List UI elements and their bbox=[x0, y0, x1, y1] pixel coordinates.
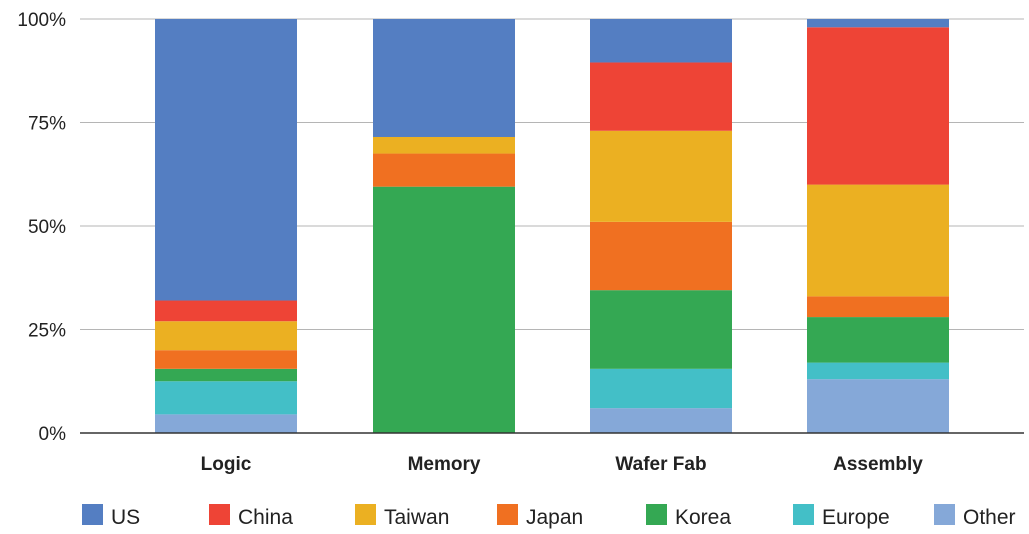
bar-stack-wafer-fab bbox=[590, 19, 732, 433]
bar-segment-wafer-fab-china bbox=[590, 62, 732, 131]
bar-segment-memory-us bbox=[373, 19, 515, 137]
x-tick-label: Memory bbox=[408, 454, 481, 475]
legend-label: Korea bbox=[675, 506, 731, 529]
bar-stack-memory bbox=[373, 19, 515, 433]
legend-swatch bbox=[793, 504, 814, 525]
bar-segment-wafer-fab-us bbox=[590, 19, 732, 63]
bar-segment-assembly-china bbox=[807, 27, 949, 185]
bar-segment-logic-taiwan bbox=[155, 321, 297, 351]
legend-swatch bbox=[934, 504, 955, 525]
bar-segment-logic-japan bbox=[155, 350, 297, 369]
legend-label: Europe bbox=[822, 506, 890, 529]
bar-segment-memory-taiwan bbox=[373, 136, 515, 154]
y-tick-label: 100% bbox=[17, 10, 66, 31]
legend-label: Other bbox=[963, 506, 1016, 529]
bar-segment-wafer-fab-taiwan bbox=[590, 130, 732, 222]
bar-segment-wafer-fab-europe bbox=[590, 368, 732, 409]
bar-segment-logic-korea bbox=[155, 368, 297, 382]
bar-segment-logic-us bbox=[155, 19, 297, 301]
legend-label: Japan bbox=[526, 506, 583, 529]
legend-item-korea: Korea bbox=[646, 504, 731, 529]
bar-segment-logic-china bbox=[155, 300, 297, 322]
bar-segment-logic-europe bbox=[155, 381, 297, 415]
legend-item-other: Other bbox=[934, 504, 1016, 529]
bar-segment-wafer-fab-korea bbox=[590, 290, 732, 369]
bar-segment-wafer-fab-other bbox=[590, 408, 732, 433]
legend-item-japan: Japan bbox=[497, 504, 583, 529]
bar-segment-memory-japan bbox=[373, 153, 515, 187]
bar-segment-memory-korea bbox=[373, 186, 515, 433]
legend-swatch bbox=[209, 504, 230, 525]
x-tick-label: Assembly bbox=[833, 454, 923, 475]
legend-swatch bbox=[355, 504, 376, 525]
bars bbox=[155, 19, 949, 433]
bar-segment-logic-other bbox=[155, 414, 297, 433]
legend-item-taiwan: Taiwan bbox=[355, 504, 449, 529]
y-tick-label: 25% bbox=[28, 321, 66, 342]
bar-stack-assembly bbox=[807, 19, 949, 433]
legend-label: Taiwan bbox=[384, 506, 449, 529]
bar-segment-assembly-europe bbox=[807, 362, 949, 380]
legend-swatch bbox=[82, 504, 103, 525]
x-tick-label: Logic bbox=[201, 454, 252, 475]
x-tick-label: Wafer Fab bbox=[615, 454, 706, 475]
y-tick-label: 50% bbox=[28, 217, 66, 238]
legend-item-china: China bbox=[209, 504, 293, 529]
legend-swatch bbox=[497, 504, 518, 525]
legend-item-europe: Europe bbox=[793, 504, 890, 529]
y-tick-label: 0% bbox=[39, 424, 67, 445]
legend-swatch bbox=[646, 504, 667, 525]
y-axis-ticks: 0% 25% 50% 75% 100% bbox=[17, 10, 66, 445]
bar-segment-assembly-taiwan bbox=[807, 184, 949, 297]
bar-segment-assembly-us bbox=[807, 19, 949, 28]
legend-item-us: US bbox=[82, 504, 140, 529]
y-tick-label: 75% bbox=[28, 114, 66, 135]
legend-label: US bbox=[111, 506, 140, 529]
bar-segment-assembly-korea bbox=[807, 317, 949, 363]
bar-segment-assembly-other bbox=[807, 379, 949, 433]
bar-segment-assembly-japan bbox=[807, 296, 949, 318]
legend-label: China bbox=[238, 506, 293, 529]
x-axis-ticks: Logic Memory Wafer Fab Assembly bbox=[201, 454, 924, 475]
bar-stack-logic bbox=[155, 19, 297, 433]
legend: US China Taiwan Japan Korea Europe Other bbox=[82, 504, 1016, 529]
bar-segment-wafer-fab-japan bbox=[590, 221, 732, 291]
